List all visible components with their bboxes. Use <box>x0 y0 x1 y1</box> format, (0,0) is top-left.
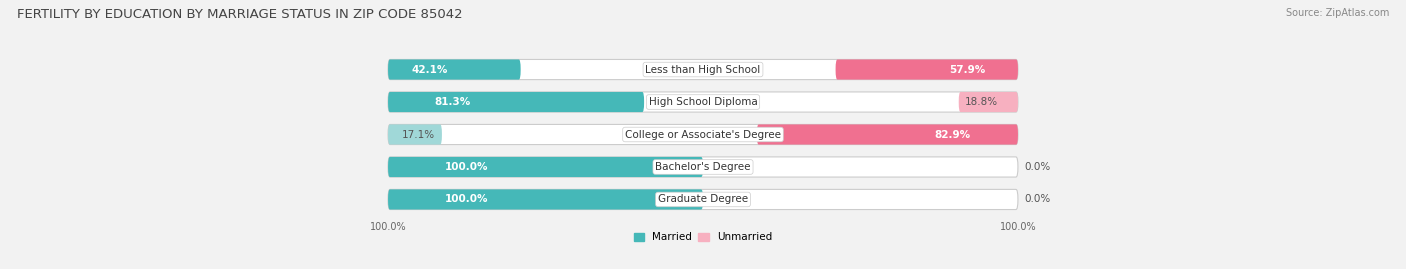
FancyBboxPatch shape <box>388 92 1018 112</box>
Text: College or Associate's Degree: College or Associate's Degree <box>626 129 780 140</box>
Text: 100.0%: 100.0% <box>444 194 488 204</box>
FancyBboxPatch shape <box>388 189 1018 210</box>
Text: 100.0%: 100.0% <box>370 222 406 232</box>
Text: 100.0%: 100.0% <box>1000 222 1036 232</box>
Legend: Married, Unmarried: Married, Unmarried <box>630 228 776 246</box>
Text: 100.0%: 100.0% <box>444 162 488 172</box>
FancyBboxPatch shape <box>388 59 520 80</box>
Text: 17.1%: 17.1% <box>402 129 436 140</box>
Text: 42.1%: 42.1% <box>412 65 449 75</box>
FancyBboxPatch shape <box>388 125 1018 144</box>
FancyBboxPatch shape <box>959 92 1018 112</box>
FancyBboxPatch shape <box>388 157 703 177</box>
Text: High School Diploma: High School Diploma <box>648 97 758 107</box>
Text: 18.8%: 18.8% <box>966 97 998 107</box>
Text: Less than High School: Less than High School <box>645 65 761 75</box>
Text: 82.9%: 82.9% <box>935 129 972 140</box>
Text: Graduate Degree: Graduate Degree <box>658 194 748 204</box>
Text: Source: ZipAtlas.com: Source: ZipAtlas.com <box>1285 8 1389 18</box>
Text: 57.9%: 57.9% <box>949 65 986 75</box>
Text: FERTILITY BY EDUCATION BY MARRIAGE STATUS IN ZIP CODE 85042: FERTILITY BY EDUCATION BY MARRIAGE STATU… <box>17 8 463 21</box>
FancyBboxPatch shape <box>388 92 644 112</box>
FancyBboxPatch shape <box>388 189 703 210</box>
FancyBboxPatch shape <box>388 125 441 144</box>
FancyBboxPatch shape <box>388 157 1018 177</box>
FancyBboxPatch shape <box>756 125 1018 144</box>
Text: 0.0%: 0.0% <box>1025 162 1050 172</box>
Text: Bachelor's Degree: Bachelor's Degree <box>655 162 751 172</box>
FancyBboxPatch shape <box>388 59 1018 80</box>
FancyBboxPatch shape <box>835 59 1018 80</box>
Text: 0.0%: 0.0% <box>1025 194 1050 204</box>
Text: 81.3%: 81.3% <box>434 97 471 107</box>
